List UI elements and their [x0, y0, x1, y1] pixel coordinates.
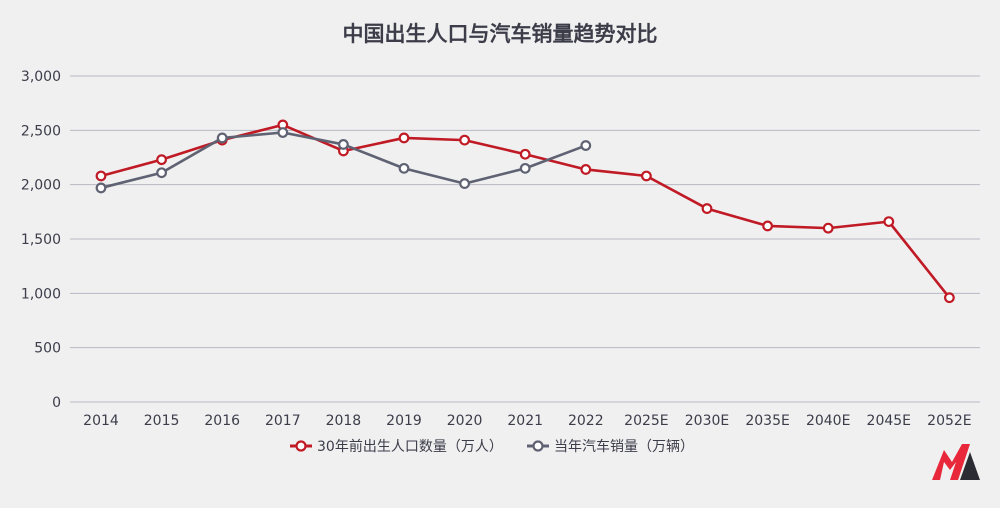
data-point[interactable] [95, 170, 107, 182]
x-tick-label: 2014 [83, 413, 119, 429]
y-tick-label: 1,500 [21, 232, 61, 248]
data-point[interactable] [156, 154, 168, 166]
legend-label-car-sales: 当年汽车销量（万辆） [554, 438, 694, 455]
x-tick-label: 2040E [806, 413, 850, 429]
data-point[interactable] [277, 127, 289, 138]
data-point[interactable] [762, 220, 773, 232]
y-tick-label: 2,000 [21, 178, 61, 194]
x-tick-label: 2030E [685, 413, 729, 429]
y-axis: 0 500 1,000 1,500 2,000 2,500 3,000 [21, 69, 61, 411]
x-axis: 2014 2015 2016 2017 2018 2019 2020 2021 2022 2025… [83, 413, 971, 429]
x-tick-label: 2035E [745, 413, 789, 429]
data-point[interactable] [944, 292, 955, 304]
data-point[interactable] [519, 148, 531, 160]
chart-title: 中国出生人口与汽车销量趋势对比 [342, 22, 658, 46]
x-tick-label: 2015 [144, 413, 180, 429]
x-tick-label: 2022 [568, 413, 604, 429]
data-point[interactable] [156, 167, 168, 179]
x-tick-label: 2017 [265, 413, 301, 429]
x-tick-label: 2052E [927, 413, 971, 429]
y-tick-label: 0 [52, 395, 61, 411]
data-point[interactable] [338, 139, 349, 150]
data-point[interactable] [398, 132, 410, 144]
y-tick-label: 3,000 [21, 69, 61, 85]
legend-label-birth-population: 30年前出生人口数量（万人） [317, 438, 503, 455]
x-tick-label: 2018 [326, 413, 362, 429]
grid-layer [70, 75, 980, 403]
data-point[interactable] [822, 222, 834, 234]
data-point[interactable] [701, 203, 713, 214]
brand-logo-icon [932, 444, 980, 480]
x-tick-label: 2045E [867, 413, 911, 429]
data-point[interactable] [580, 140, 592, 151]
legend: 30年前出生人口数量（万人） 当年汽车销量（万辆） [290, 438, 694, 455]
data-point[interactable] [580, 164, 592, 175]
data-point[interactable] [459, 178, 471, 189]
data-point[interactable] [519, 162, 531, 174]
x-tick-label: 2016 [204, 413, 240, 429]
x-tick-label: 2025E [624, 413, 668, 429]
x-tick-label: 2020 [447, 413, 483, 429]
data-point[interactable] [641, 170, 652, 182]
legend-item-car-sales[interactable]: 当年汽车销量（万辆） [527, 438, 694, 455]
data-point[interactable] [216, 132, 228, 144]
data-point[interactable] [459, 134, 471, 146]
y-tick-label: 2,500 [21, 123, 61, 139]
series-1 [95, 127, 592, 194]
y-tick-label: 500 [34, 341, 61, 357]
legend-item-birth-population[interactable]: 30年前出生人口数量（万人） [290, 438, 503, 455]
series-0 [95, 119, 955, 304]
x-tick-label: 2021 [507, 413, 543, 429]
x-tick-label: 2019 [386, 413, 422, 429]
legend-swatch-marker [295, 440, 307, 452]
series-layer [95, 119, 955, 304]
data-point[interactable] [398, 162, 410, 174]
data-point[interactable] [883, 216, 895, 228]
y-tick-label: 1,000 [21, 286, 61, 302]
data-point[interactable] [95, 182, 107, 194]
legend-swatch-marker [532, 440, 544, 452]
